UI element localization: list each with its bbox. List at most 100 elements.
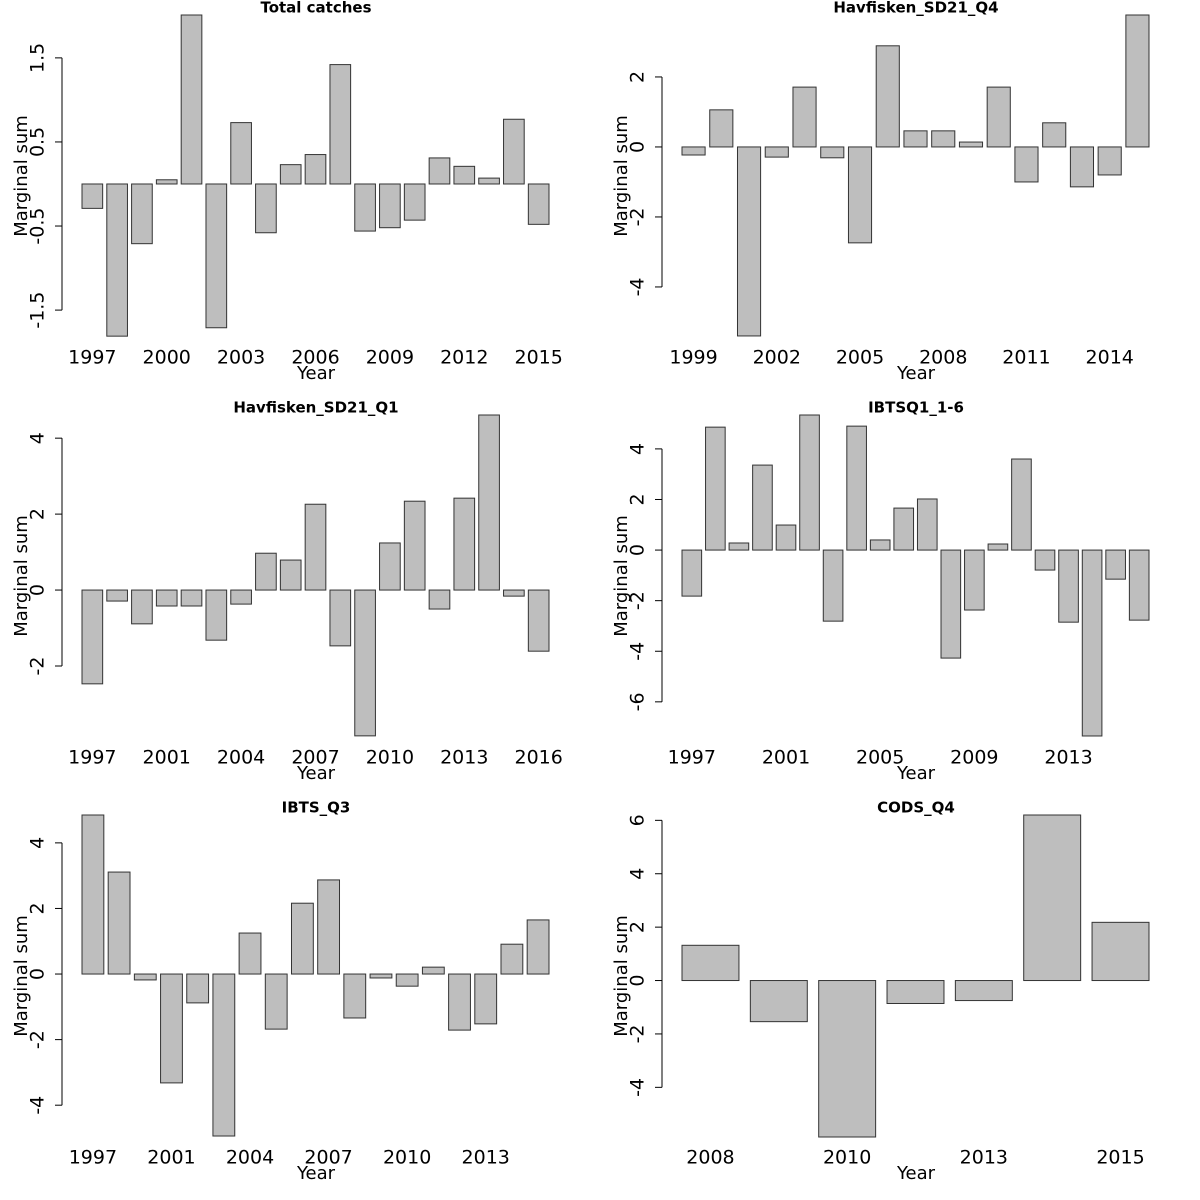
bar (728, 542, 750, 551)
x-tick-label: 2010 (366, 747, 414, 769)
x-tick-label: 2004 (217, 747, 265, 769)
x-tick-label: 2001 (143, 747, 191, 769)
y-tick-label: 0 (627, 974, 649, 986)
bar (940, 549, 962, 659)
x-axis-label: Year (896, 1163, 936, 1184)
bar (749, 980, 808, 1023)
x-axis-label: Year (296, 363, 336, 384)
x-tick-label: 2013 (440, 747, 488, 769)
bar (822, 549, 844, 622)
bar (875, 45, 900, 148)
x-tick-label: 2014 (1086, 347, 1134, 369)
bar (343, 973, 367, 1019)
bar (474, 973, 498, 1025)
bar (317, 879, 341, 975)
bar (304, 503, 327, 591)
bar (428, 157, 451, 185)
bar (954, 980, 1013, 1002)
x-tick-label: 2008 (919, 347, 967, 369)
panel: Havfisken_SD21_Q4 Year Marginal sum -4 -2 0 2 1… (611, 0, 1150, 384)
bar (916, 498, 938, 551)
x-tick-label: 2016 (514, 747, 562, 769)
x-axis-label: Year (296, 1163, 336, 1184)
bar (395, 973, 419, 987)
x-tick-label: 2000 (143, 347, 191, 369)
bar (527, 183, 550, 225)
y-tick-label: 2 (27, 508, 49, 520)
x-tick-label: 2013 (1044, 747, 1092, 769)
bar (279, 164, 302, 185)
x-tick-label: 2011 (1002, 347, 1050, 369)
bar (527, 589, 550, 652)
bar (478, 414, 500, 591)
chart-title: IBTS_Q3 (282, 799, 351, 817)
bar (1128, 549, 1150, 621)
bar (869, 539, 891, 551)
bar (1034, 549, 1056, 571)
bar (205, 183, 228, 329)
bar (503, 118, 525, 185)
x-tick-label: 2003 (217, 347, 265, 369)
bar (893, 507, 915, 551)
bar (255, 183, 277, 234)
y-axis-label: Marginal sum (11, 115, 32, 237)
x-tick-label: 2010 (383, 1147, 431, 1169)
bar (155, 179, 178, 185)
x-tick-label: 2002 (753, 347, 801, 369)
bar (987, 543, 1009, 551)
y-axis-label: Marginal sum (611, 115, 632, 237)
bar (369, 973, 393, 979)
y-tick-label: -4 (627, 642, 649, 661)
y-tick-label: -4 (627, 277, 649, 296)
bar (705, 426, 726, 551)
y-tick-label: 0 (627, 544, 649, 556)
y-tick-label: -1.5 (27, 292, 49, 329)
bar (931, 130, 956, 148)
x-tick-label: 2006 (291, 347, 339, 369)
bar (986, 86, 1011, 148)
x-tick-label: 2009 (950, 747, 998, 769)
bar (478, 177, 500, 185)
chart-title: IBTSQ1_1-6 (868, 399, 964, 417)
bar (403, 183, 426, 221)
y-tick-label: 2 (627, 493, 649, 505)
bar (752, 464, 773, 551)
x-tick-label: 2013 (960, 1147, 1008, 1169)
y-tick-label: 0.5 (27, 127, 49, 157)
bar (230, 589, 252, 605)
bar (681, 146, 706, 156)
x-axis-label: Year (296, 763, 336, 784)
bar (681, 944, 740, 982)
bar (792, 86, 817, 148)
y-tick-label: -2 (627, 207, 649, 226)
bar (1011, 458, 1032, 551)
y-axis-label: Marginal sum (611, 515, 632, 637)
bar (428, 589, 451, 610)
chart-title: Total catches (260, 0, 371, 17)
y-tick-label: 2 (627, 71, 649, 83)
y-tick-label: 2 (27, 902, 49, 914)
bar (131, 589, 153, 625)
bar (106, 183, 128, 337)
bar (81, 814, 105, 975)
bar (155, 589, 178, 607)
bar (1058, 549, 1079, 623)
bar (503, 589, 525, 597)
x-tick-label: 2007 (291, 747, 339, 769)
chart-title: Havfisken_SD21_Q1 (233, 399, 398, 417)
y-tick-label: 4 (27, 837, 49, 849)
y-tick-label: 2 (627, 921, 649, 933)
bar (106, 589, 128, 602)
bar (846, 425, 867, 551)
x-tick-label: 2010 (823, 1147, 871, 1169)
bar (421, 966, 445, 975)
bar (290, 902, 314, 975)
chart-title: CODS_Q4 (877, 799, 955, 817)
bar (354, 589, 376, 737)
bar (238, 932, 262, 975)
bar (886, 980, 945, 1005)
x-tick-label: 2007 (304, 1147, 352, 1169)
x-tick-label: 2008 (686, 1147, 734, 1169)
bar (255, 552, 277, 591)
